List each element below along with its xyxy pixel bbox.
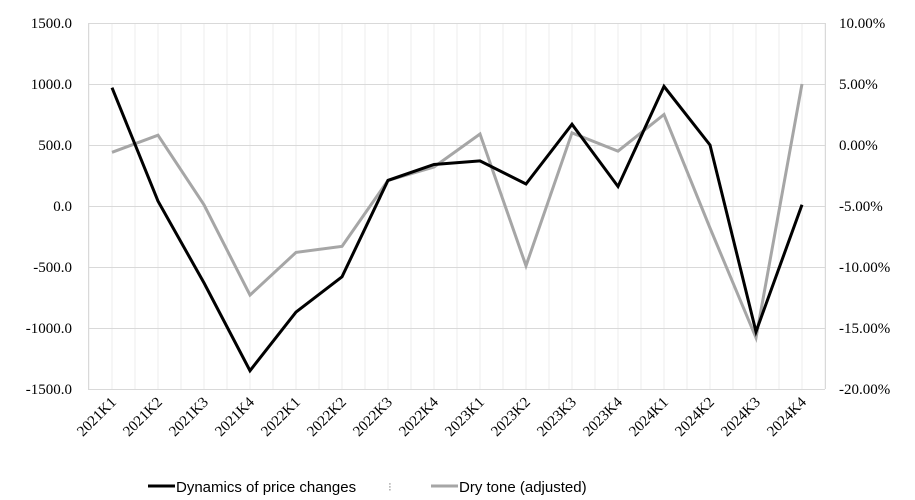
right-tick-label: -10.00%: [839, 260, 890, 276]
series-lines: [110, 83, 804, 374]
x-axis-tick-labels: 2021K1 2021K2 2021K3 2021K4 2022K1 2022K2 2022…: [74, 394, 810, 440]
data-point-dynamics-of-price-changes: [249, 369, 252, 372]
data-point-dry-tone-adjusted: [709, 226, 712, 229]
x-tick-label: 2022K2: [304, 395, 349, 440]
x-tick-label: 2022K3: [350, 395, 395, 440]
series-line-dry-tone-adjusted: [111, 83, 804, 344]
x-tick-label: 2023K2: [488, 395, 533, 440]
data-point-dry-tone-adjusted: [249, 294, 252, 297]
data-point-dynamics-of-price-changes: [479, 159, 482, 162]
left-axis-tick-labels: 1500.0 1000.0 500.0 0.0 -500.0 -1000.0 -1500.0: [26, 16, 72, 398]
x-tick-label: 2024K3: [718, 395, 763, 440]
left-tick-label: -1500.0: [26, 382, 72, 398]
data-point-dynamics-of-price-changes: [801, 203, 804, 206]
x-tick-label: 2023K1: [442, 395, 487, 440]
data-point-dry-tone-adjusted: [525, 264, 528, 267]
data-point-dry-tone-adjusted: [111, 151, 114, 154]
legend: Dynamics of price changes ⁝ Dry tone (ad…: [148, 479, 587, 496]
right-tick-label: -20.00%: [839, 382, 890, 398]
data-point-dynamics-of-price-changes: [157, 200, 160, 203]
x-tick-label: 2023K3: [534, 395, 579, 440]
data-point-dry-tone-adjusted: [663, 113, 666, 116]
data-point-dynamics-of-price-changes: [617, 185, 620, 188]
data-point-dynamics-of-price-changes: [525, 183, 528, 186]
legend-separator: ⁝: [388, 480, 392, 494]
x-tick-label: 2022K1: [258, 395, 303, 440]
right-tick-label: -5.00%: [839, 199, 883, 215]
x-tick-label: 2021K3: [166, 395, 211, 440]
left-tick-label: -1000.0: [26, 321, 72, 337]
left-tick-label: -500.0: [33, 260, 72, 276]
x-tick-label: 2023K4: [580, 394, 626, 440]
data-point-dynamics-of-price-changes: [203, 281, 206, 284]
data-point-dry-tone-adjusted: [157, 134, 160, 137]
data-point-dry-tone-adjusted: [571, 131, 574, 134]
data-point-dynamics-of-price-changes: [571, 123, 574, 126]
left-tick-label: 1500.0: [31, 16, 72, 32]
data-point-dynamics-of-price-changes: [709, 144, 712, 147]
left-tick-label: 1000.0: [31, 77, 72, 93]
data-point-dry-tone-adjusted: [203, 203, 206, 206]
x-tick-label: 2024K2: [672, 395, 717, 440]
axes: [88, 23, 826, 389]
data-point-dynamics-of-price-changes: [433, 163, 436, 166]
right-axis-tick-labels: 10.00% 5.00% 0.00% -5.00% -10.00% -15.00% -20.…: [839, 16, 890, 398]
grid-lines: [88, 23, 826, 390]
right-tick-label: 10.00%: [839, 16, 885, 32]
data-point-dry-tone-adjusted: [755, 336, 758, 339]
data-point-dynamics-of-price-changes: [295, 311, 298, 314]
right-tick-label: -15.00%: [839, 321, 890, 337]
right-tick-label: 0.00%: [839, 138, 878, 154]
data-point-dynamics-of-price-changes: [387, 179, 390, 182]
legend-label-dynamics-of-price-changes: Dynamics of price changes: [176, 479, 356, 495]
series-line-dynamics-of-price-changes: [110, 83, 804, 374]
data-point-dynamics-of-price-changes: [755, 330, 758, 333]
data-point-dry-tone-adjusted: [479, 133, 482, 136]
left-tick-label: 0.0: [53, 199, 72, 215]
data-point-dynamics-of-price-changes: [663, 85, 666, 88]
left-tick-label: 500.0: [38, 138, 72, 154]
data-point-dry-tone-adjusted: [617, 150, 620, 153]
data-point-dynamics-of-price-changes: [341, 275, 344, 278]
data-point-dynamics-of-price-changes: [111, 86, 114, 89]
x-tick-label: 2024K1: [626, 395, 671, 440]
data-point-dry-tone-adjusted: [341, 245, 344, 248]
x-tick-label: 2021K4: [212, 394, 258, 440]
legend-label-dry-tone-adjusted: Dry tone (adjusted): [459, 479, 587, 495]
x-tick-label: 2021K1: [74, 395, 119, 440]
x-tick-label: 2024K4: [764, 394, 810, 440]
data-point-dry-tone-adjusted: [801, 83, 804, 86]
x-tick-label: 2021K2: [120, 395, 165, 440]
x-tick-label: 2022K4: [396, 394, 442, 440]
right-tick-label: 5.00%: [839, 77, 878, 93]
data-point-dry-tone-adjusted: [295, 251, 298, 254]
